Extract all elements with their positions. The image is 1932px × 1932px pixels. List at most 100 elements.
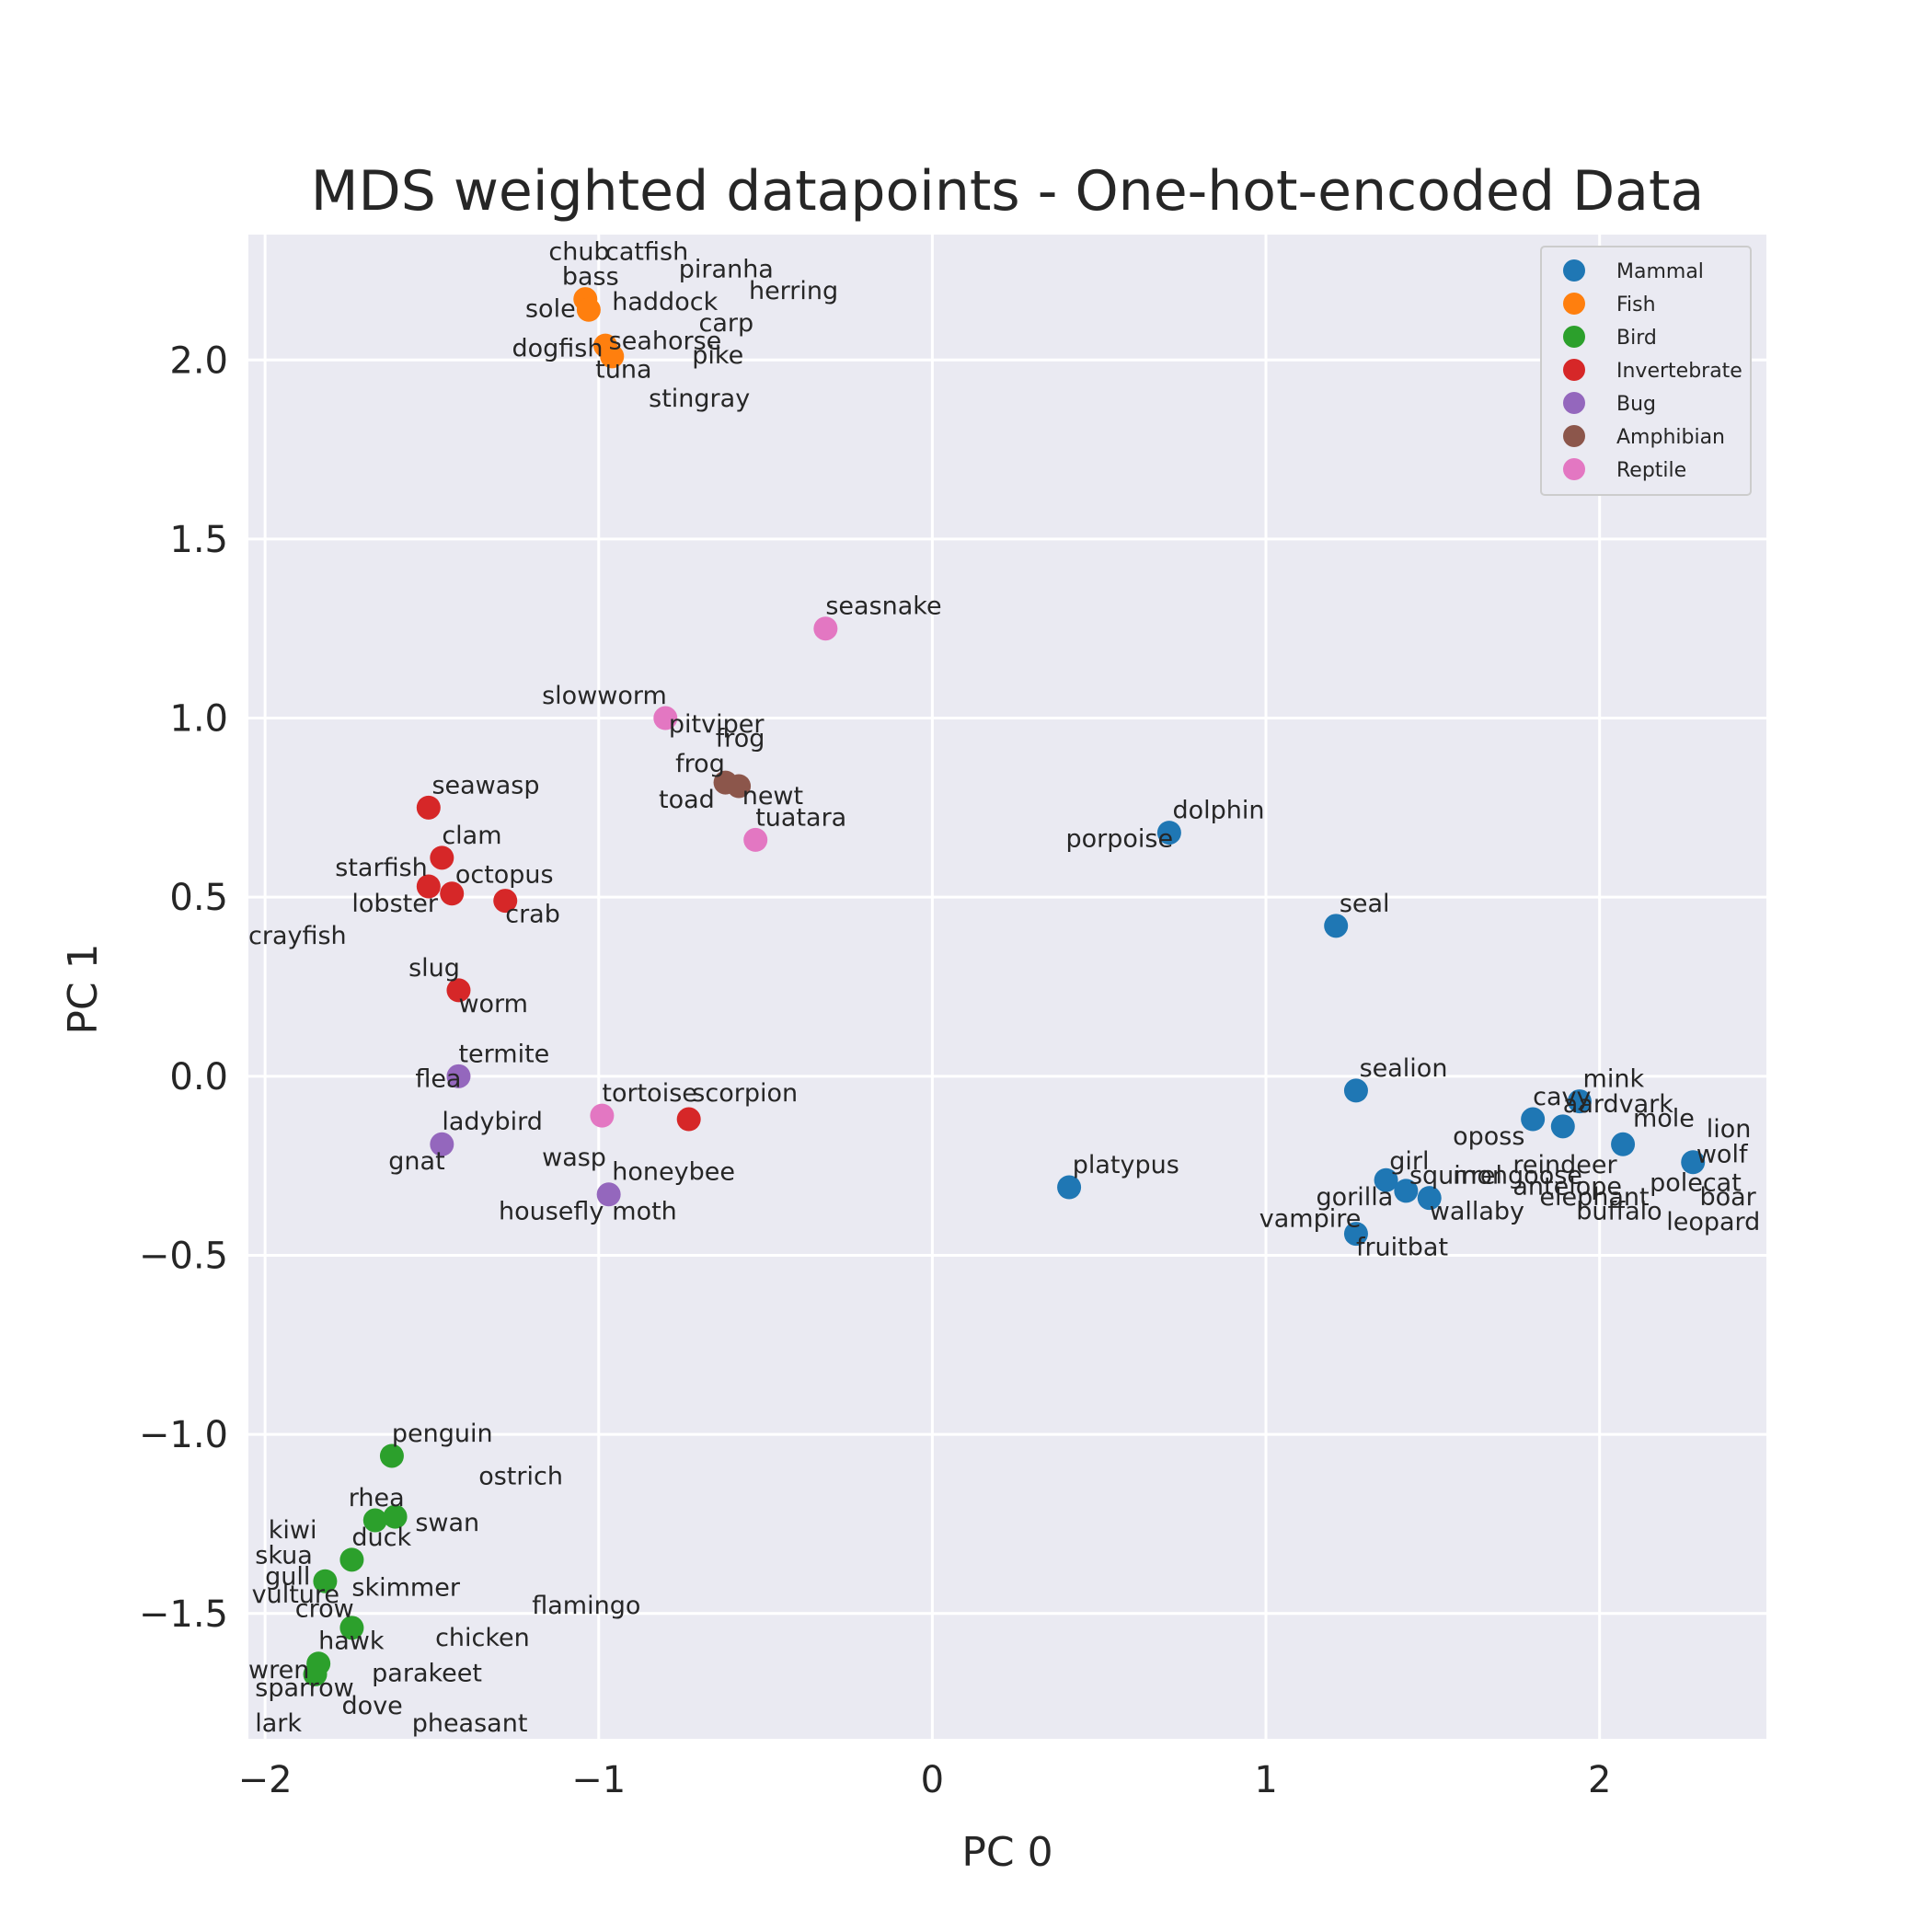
y-tick-label: 0.5 bbox=[169, 877, 228, 919]
point-label: mink bbox=[1583, 1065, 1645, 1094]
point-label: fruitbat bbox=[1356, 1233, 1448, 1261]
point-label: swan bbox=[415, 1509, 479, 1537]
point-label: pike bbox=[692, 341, 743, 370]
x-axis-label: PC 0 bbox=[961, 1829, 1052, 1876]
mammal-point bbox=[1324, 914, 1349, 938]
point-label: polecat bbox=[1650, 1168, 1742, 1197]
y-tick-label: −1.0 bbox=[139, 1414, 228, 1456]
point-label: penguin bbox=[392, 1420, 493, 1448]
point-label: pheasant bbox=[412, 1709, 528, 1738]
point-label: wallaby bbox=[1430, 1198, 1524, 1226]
legend-marker bbox=[1563, 392, 1585, 414]
x-tick-label: 1 bbox=[1254, 1759, 1277, 1801]
legend: Mammal Fish Bird Invertebrate Bug Amphibian Re… bbox=[1540, 246, 1752, 496]
point-label: newt bbox=[742, 782, 803, 811]
bird-point bbox=[303, 1662, 328, 1686]
point-label: gnat bbox=[388, 1147, 444, 1176]
data-points bbox=[303, 287, 1706, 1686]
legend-label: Bird bbox=[1616, 327, 1657, 350]
point-label: gull bbox=[265, 1563, 310, 1592]
bird-point bbox=[362, 1508, 387, 1533]
point-label: seahorse bbox=[609, 328, 722, 356]
y-axis-label: PC 1 bbox=[60, 943, 107, 1034]
point-label: squirrel bbox=[1409, 1162, 1502, 1190]
point-label: starfish bbox=[335, 854, 428, 882]
invertebrate-point bbox=[416, 874, 441, 899]
y-tick-label: 1.5 bbox=[169, 519, 228, 561]
point-label: chicken bbox=[435, 1624, 530, 1652]
point-label: pitviper bbox=[669, 710, 765, 739]
point-label: clam bbox=[442, 822, 501, 850]
invertebrate-point bbox=[676, 1107, 701, 1132]
chart-title: MDS weighted datapoints - One-hot-encode… bbox=[311, 159, 1705, 224]
point-label: kiwi bbox=[269, 1516, 317, 1545]
mammal-point bbox=[1156, 821, 1181, 845]
point-label: honeybee bbox=[612, 1158, 735, 1187]
legend-marker bbox=[1563, 259, 1585, 282]
y-tick-label: −1.5 bbox=[139, 1593, 228, 1636]
mammal-point bbox=[1681, 1150, 1706, 1175]
point-label: lark bbox=[255, 1709, 302, 1738]
bug-point bbox=[596, 1182, 621, 1207]
point-label: seawasp bbox=[431, 771, 539, 799]
legend-label: Fish bbox=[1616, 293, 1656, 316]
point-label: buffalo bbox=[1576, 1198, 1662, 1226]
mammal-point bbox=[1521, 1107, 1546, 1132]
point-label: haddock bbox=[612, 288, 718, 316]
invertebrate-point bbox=[493, 889, 518, 914]
mammal-point bbox=[1611, 1132, 1636, 1156]
point-label: skua bbox=[255, 1541, 313, 1570]
point-label: aardvark bbox=[1563, 1090, 1673, 1119]
point-label: hawk bbox=[318, 1627, 385, 1656]
point-label: tuna bbox=[595, 356, 651, 385]
bird-point bbox=[339, 1616, 364, 1640]
x-tick-label: 0 bbox=[921, 1759, 944, 1801]
point-label: chub bbox=[548, 237, 609, 266]
plot-area bbox=[248, 235, 1766, 1739]
point-label: seasnake bbox=[825, 592, 941, 621]
point-label: toad bbox=[659, 786, 715, 814]
reptile-point bbox=[590, 1103, 615, 1128]
mammal-point bbox=[1567, 1089, 1592, 1114]
bug-point bbox=[446, 1064, 471, 1088]
mammal-point bbox=[1343, 1078, 1368, 1103]
bird-point bbox=[339, 1547, 364, 1572]
point-label: crab bbox=[505, 900, 560, 928]
point-label: piranha bbox=[679, 256, 774, 284]
point-label: tuatara bbox=[755, 803, 846, 832]
legend-marker bbox=[1563, 293, 1585, 315]
x-tick-labels: −2 −1 0 1 2 bbox=[238, 1759, 1612, 1801]
amphibian-point bbox=[727, 774, 752, 799]
point-label: sealion bbox=[1360, 1054, 1448, 1083]
point-label: crow bbox=[295, 1595, 354, 1624]
point-label: platypus bbox=[1073, 1151, 1179, 1179]
invertebrate-point bbox=[440, 881, 465, 906]
point-label: moth bbox=[612, 1198, 677, 1226]
y-tick-label: 2.0 bbox=[169, 339, 228, 382]
point-label: ostrich bbox=[478, 1463, 563, 1491]
y-tick-label: 1.0 bbox=[169, 698, 228, 741]
point-label: leopard bbox=[1666, 1208, 1760, 1236]
bird-point bbox=[383, 1504, 408, 1529]
point-label: sparrow bbox=[255, 1673, 354, 1702]
point-label: housefly bbox=[499, 1198, 604, 1226]
legend-label: Mammal bbox=[1616, 260, 1704, 283]
mammal-point bbox=[1417, 1186, 1442, 1211]
point-label: ladybird bbox=[442, 1108, 543, 1136]
point-label: scorpion bbox=[692, 1079, 798, 1108]
bird-point bbox=[379, 1443, 404, 1468]
point-label: dolphin bbox=[1173, 797, 1265, 825]
x-tick-label: −2 bbox=[238, 1759, 293, 1801]
point-label: worm bbox=[458, 990, 528, 1018]
point-label: antelope bbox=[1512, 1172, 1622, 1201]
point-label: tortoise bbox=[602, 1079, 697, 1108]
point-label: reindeer bbox=[1512, 1151, 1617, 1179]
legend-marker bbox=[1563, 425, 1585, 447]
legend-marker bbox=[1563, 326, 1585, 348]
point-label: frog bbox=[675, 750, 725, 778]
invertebrate-point bbox=[446, 978, 471, 1003]
point-label: mongoose bbox=[1453, 1162, 1582, 1190]
point-label: gorilla bbox=[1316, 1183, 1393, 1212]
y-tick-label: −0.5 bbox=[139, 1235, 228, 1277]
